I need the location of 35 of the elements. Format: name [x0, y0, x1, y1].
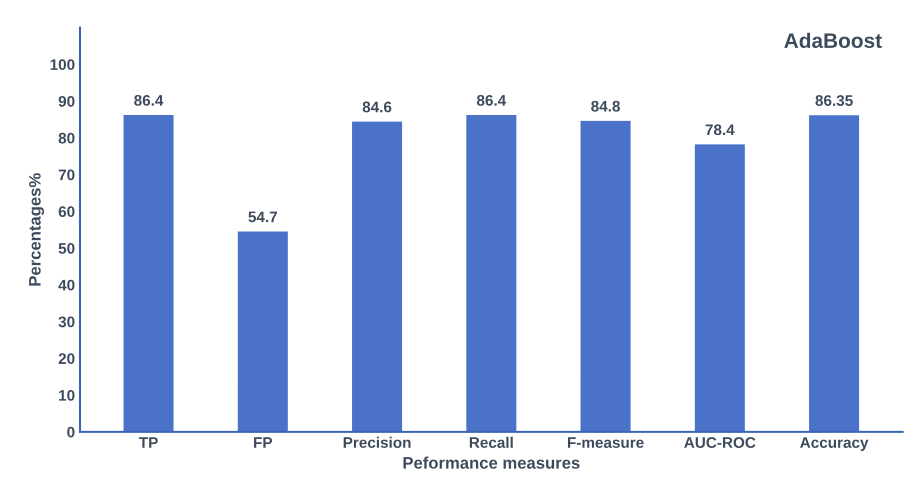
data-label: 78.4 — [706, 124, 735, 136]
y-axis-title: Percentages% — [28, 173, 44, 286]
data-label: 86.35 — [815, 95, 853, 106]
y-tick-label: 50 — [58, 242, 75, 254]
data-label: 84.8 — [591, 100, 620, 112]
data-label: 86.4 — [476, 94, 506, 106]
bar — [350, 120, 404, 432]
x-axis-title: Peformance measures — [403, 456, 580, 469]
bar — [808, 114, 860, 432]
y-tick-label: 60 — [58, 206, 75, 218]
bar — [122, 114, 175, 432]
x-tick-label: F-measure — [568, 437, 644, 448]
x-tick-label: FP — [254, 437, 272, 448]
y-tick-label: 10 — [59, 390, 75, 401]
bar — [236, 230, 290, 432]
data-label: 84.6 — [362, 102, 392, 112]
bar — [693, 143, 746, 432]
bar — [579, 120, 632, 432]
y-tick-label: 20 — [58, 353, 75, 364]
y-tick-label: 30 — [58, 316, 75, 328]
bar — [464, 114, 518, 432]
data-label: 54.7 — [248, 212, 277, 222]
data-label: 86.4 — [134, 94, 164, 106]
x-tick-label: AUC-ROC — [684, 437, 756, 448]
y-tick-label: 100 — [50, 59, 75, 70]
x-tick-label: Accuracy — [800, 437, 868, 451]
x-tick-label: TP — [138, 437, 158, 448]
y-tick-label: 40 — [58, 280, 75, 291]
y-tick-label: 70 — [58, 169, 75, 180]
chart-title: AdaBoost — [784, 32, 882, 48]
y-tick-label: 0 — [67, 426, 75, 438]
x-tick-label: Precision — [344, 436, 411, 448]
y-tick-label: 80 — [58, 132, 75, 144]
x-tick-label: Recall — [470, 436, 513, 448]
y-tick-label: 90 — [58, 96, 75, 107]
